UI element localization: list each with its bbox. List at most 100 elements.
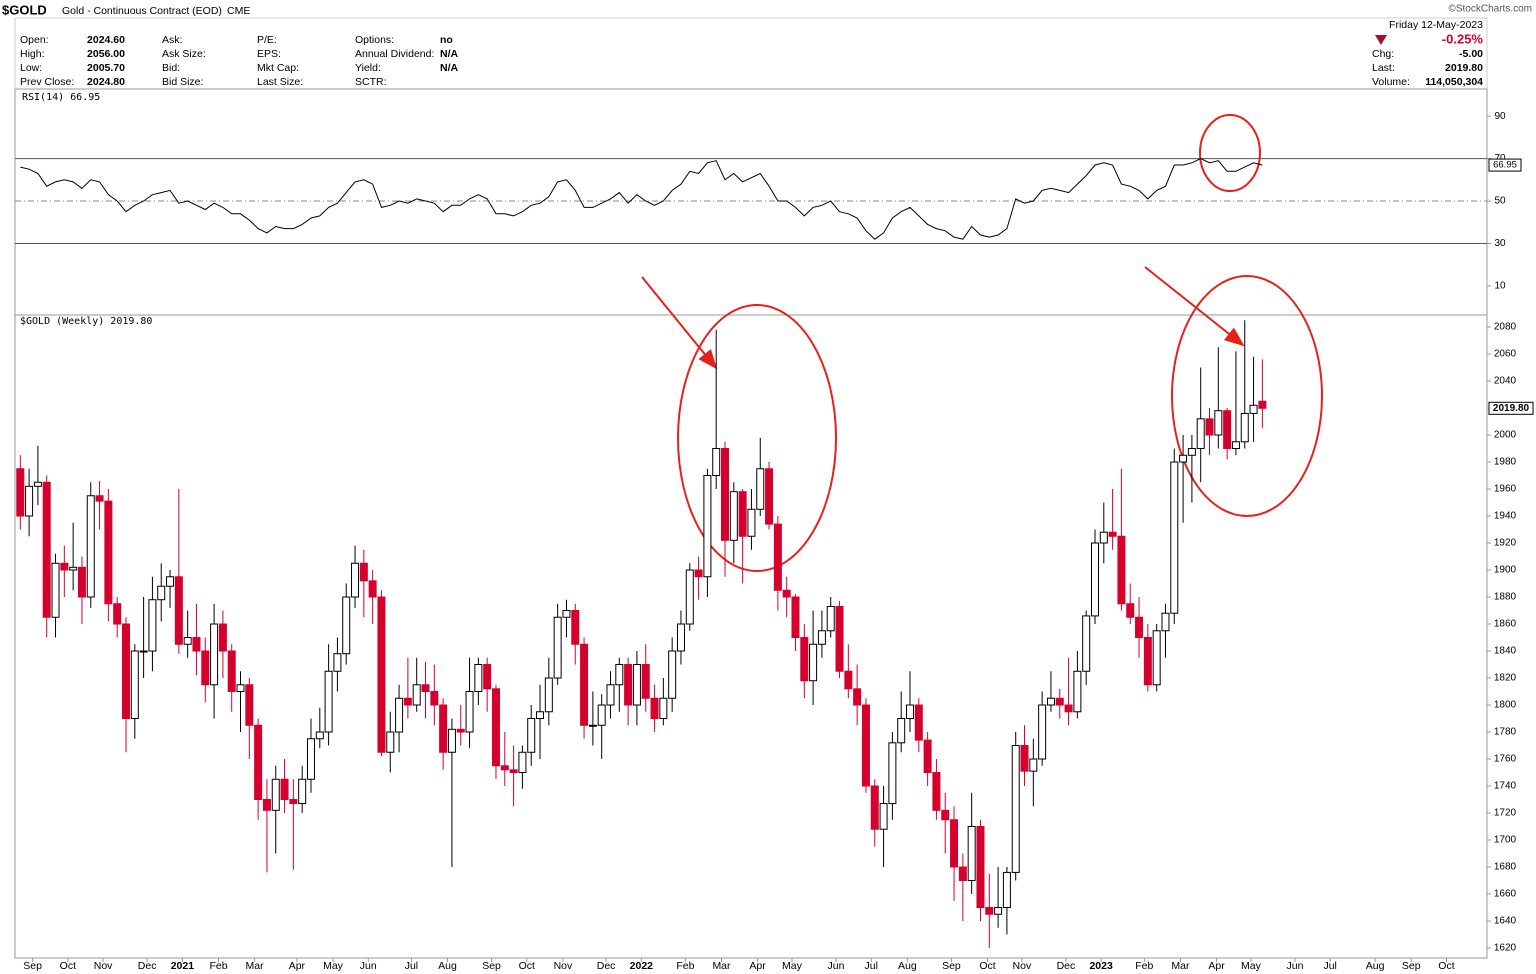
- candle-body: [412, 684, 421, 706]
- y-tick-label: 50: [1494, 196, 1506, 207]
- down-arrow: [1375, 35, 1387, 45]
- x-tick-label: Dec: [597, 960, 616, 972]
- field-label: Volume:: [1372, 76, 1410, 88]
- x-tick-label: Sep: [482, 960, 501, 972]
- field-label: Ask Size:: [162, 48, 206, 60]
- candle-body: [386, 731, 395, 753]
- candle-body: [368, 580, 377, 598]
- last-value-label: 66.95: [1493, 160, 1517, 171]
- candle-body: [439, 704, 448, 753]
- candle-body: [1099, 531, 1108, 544]
- candle-body: [254, 724, 263, 801]
- candle-body: [721, 448, 730, 541]
- candle-body: [447, 728, 456, 753]
- x-tick-label: Jun: [360, 960, 377, 972]
- candle-body: [1002, 871, 1011, 909]
- candle-body: [553, 616, 562, 679]
- field-value: 2056.00: [87, 48, 125, 60]
- candle-body: [835, 605, 844, 672]
- candle-body: [1143, 637, 1152, 686]
- candle-body: [527, 718, 536, 753]
- x-tick-label: Aug: [898, 960, 917, 972]
- y-tick-label: 1860: [1494, 619, 1517, 630]
- candle-body: [773, 523, 782, 591]
- x-tick-label: Feb: [1135, 960, 1153, 972]
- candle-body: [817, 630, 826, 645]
- candle-body: [941, 809, 950, 821]
- field-label: Yield:: [355, 62, 381, 74]
- candle-body: [139, 650, 148, 653]
- candle-body: [1082, 615, 1091, 672]
- symbol: $GOLD: [2, 2, 47, 17]
- candle-body: [985, 907, 994, 915]
- x-tick-label: Aug: [1366, 960, 1385, 972]
- candle-body: [1170, 461, 1179, 614]
- field-label: SCTR:: [355, 76, 387, 88]
- x-tick-label: Jun: [1286, 960, 1303, 972]
- field-label: Mkt Cap:: [257, 62, 299, 74]
- plot-frame: [14, 88, 1488, 959]
- y-tick-label: 1740: [1494, 781, 1517, 792]
- y-tick-label: 1920: [1494, 538, 1517, 549]
- field-label: High:: [20, 48, 45, 60]
- candle-body: [430, 691, 439, 706]
- x-tick-label: Feb: [676, 960, 694, 972]
- field-value: -5.00: [1459, 48, 1483, 60]
- field-label: Open:: [20, 34, 49, 46]
- y-tick-label: 10: [1494, 281, 1506, 292]
- field-label: P/E:: [257, 34, 277, 46]
- candle-body: [456, 728, 465, 733]
- candle-body: [262, 799, 271, 811]
- y-tick-label: 1880: [1494, 592, 1517, 603]
- candle-body: [298, 778, 307, 805]
- candle-body: [650, 697, 659, 720]
- y-tick-label: 1980: [1494, 457, 1517, 468]
- candle-body: [201, 650, 210, 686]
- y-tick-label: 2080: [1494, 322, 1517, 333]
- field-value: 2019.80: [1445, 62, 1483, 74]
- annotation-arrow: [1144, 266, 1245, 347]
- y-tick-label: 1640: [1494, 916, 1517, 927]
- field-value: no: [440, 34, 453, 46]
- candle-body: [166, 576, 175, 587]
- candle-body: [1231, 441, 1240, 450]
- x-tick-label: Nov: [1013, 960, 1032, 972]
- y-tick-label: 1820: [1494, 673, 1517, 684]
- candle-body: [509, 769, 518, 774]
- candle-body: [1029, 758, 1038, 772]
- annotation-arrow: [641, 276, 718, 370]
- candle-body: [1046, 697, 1055, 706]
- x-tick-label: May: [1241, 960, 1262, 972]
- candle-body: [914, 704, 923, 741]
- candle-body: [861, 704, 870, 787]
- candle-body: [923, 739, 932, 774]
- candle-body: [791, 596, 800, 639]
- candle-body: [756, 468, 765, 510]
- x-tick-label: Sep: [1402, 960, 1421, 972]
- field-label: Bid Size:: [162, 76, 203, 88]
- candle-body: [121, 623, 130, 720]
- candle-body: [395, 697, 404, 733]
- candle-body: [580, 643, 589, 726]
- candle-body: [157, 585, 166, 601]
- candle-body: [685, 569, 694, 625]
- candle-body: [113, 603, 122, 625]
- x-tick-label: Apr: [749, 960, 766, 972]
- x-tick-label: Sep: [23, 960, 42, 972]
- candle-body: [271, 778, 280, 811]
- field-value: 114,050,304: [1425, 76, 1483, 88]
- x-tick-label: Sep: [942, 960, 961, 972]
- candle-body: [765, 468, 774, 525]
- x-tick-label: Dec: [1057, 960, 1076, 972]
- candle-body: [1126, 603, 1135, 618]
- candle-body: [703, 475, 712, 578]
- candle-body: [60, 562, 69, 571]
- y-tick-label: 1780: [1494, 727, 1517, 738]
- candle-body: [641, 664, 650, 699]
- candle-body: [518, 751, 527, 774]
- candle-body: [351, 562, 360, 598]
- candle-body: [245, 684, 254, 726]
- x-tick-label: Apr: [1208, 960, 1225, 972]
- x-tick-label: Aug: [438, 960, 457, 972]
